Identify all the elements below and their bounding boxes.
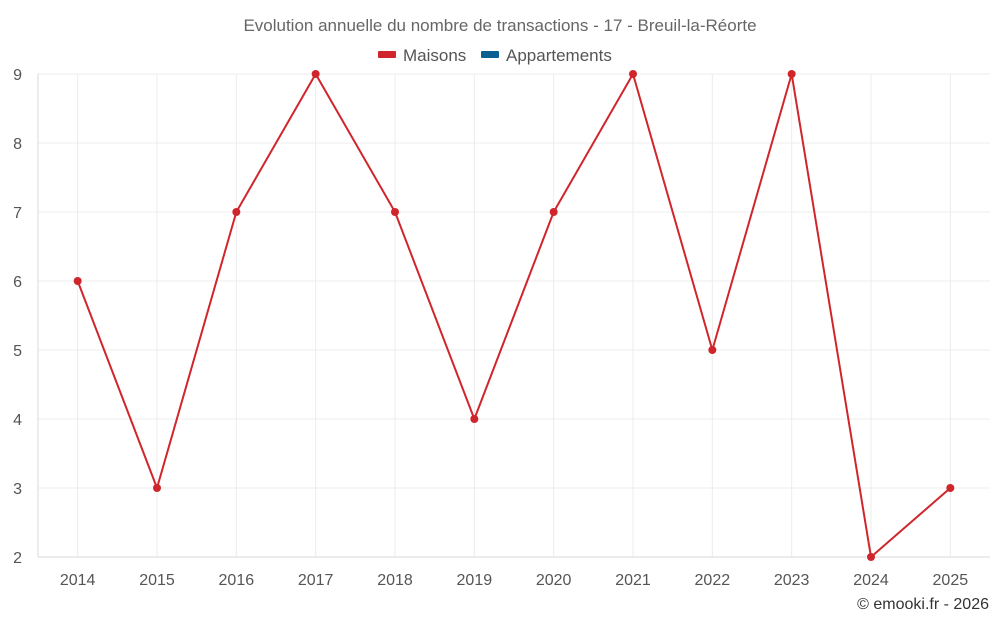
series-line-maisons — [76, 73, 951, 558]
axes: 2 3 4 5 6 7 8 9 2014 2015 2016 2017 2018 2019 2020 2021… — [13, 67, 990, 589]
grid — [38, 73, 990, 557]
x-tick-label: 2019 — [457, 572, 493, 589]
y-tick-label: 7 — [13, 205, 22, 222]
data-point-maisons-2019[interactable] — [470, 415, 479, 423]
x-tick-label: 2022 — [695, 572, 731, 589]
legend-swatch-maisons — [378, 51, 396, 58]
x-tick-label: 2016 — [219, 572, 255, 589]
x-tick-label: 2021 — [615, 572, 651, 589]
legend-label-appartements: Appartements — [506, 46, 612, 65]
data-point-maisons-2018[interactable] — [391, 208, 399, 216]
y-tick-label: 2 — [13, 550, 22, 567]
data-point-maisons-2021[interactable] — [629, 70, 637, 78]
data-point-maisons-2024[interactable] — [867, 553, 875, 561]
series-layer — [73, 70, 955, 561]
x-tick-label: 2014 — [60, 572, 96, 589]
data-point-maisons-2014[interactable] — [73, 277, 82, 285]
y-tick-label: 9 — [13, 67, 22, 84]
data-point-maisons-2025[interactable] — [946, 484, 955, 492]
copyright-text: © emooki.fr - 2026 — [857, 596, 989, 613]
y-tick-label: 8 — [13, 136, 22, 153]
data-point-maisons-2022[interactable] — [708, 346, 717, 354]
y-tick-label: 4 — [13, 412, 22, 429]
y-tick-label: 6 — [13, 274, 22, 291]
data-point-maisons-2016[interactable] — [232, 208, 241, 216]
x-tick-label: 2024 — [853, 572, 889, 589]
x-tick-label: 2018 — [377, 572, 413, 589]
x-tick-label: 2023 — [774, 572, 810, 589]
y-tick-label: 3 — [13, 481, 22, 498]
legend-item-appartements[interactable]: Appartements — [481, 46, 612, 65]
x-tick-label: 2020 — [536, 572, 572, 589]
legend-label-maisons: Maisons — [403, 46, 466, 65]
legend-item-maisons[interactable]: Maisons — [378, 46, 466, 65]
data-point-maisons-2017[interactable] — [311, 70, 320, 78]
x-tick-label: 2025 — [933, 572, 969, 589]
chart-legend: Maisons Appartements — [378, 46, 612, 65]
data-point-maisons-2020[interactable] — [549, 208, 558, 216]
x-tick-label: 2017 — [298, 572, 334, 589]
y-tick-label: 5 — [13, 343, 22, 360]
legend-swatch-appartements — [481, 51, 499, 58]
x-tick-label: 2015 — [139, 572, 175, 589]
chart-title: Evolution annuelle du nombre de transact… — [243, 16, 756, 35]
data-point-maisons-2015[interactable] — [153, 484, 161, 492]
data-point-maisons-2023[interactable] — [787, 70, 796, 78]
